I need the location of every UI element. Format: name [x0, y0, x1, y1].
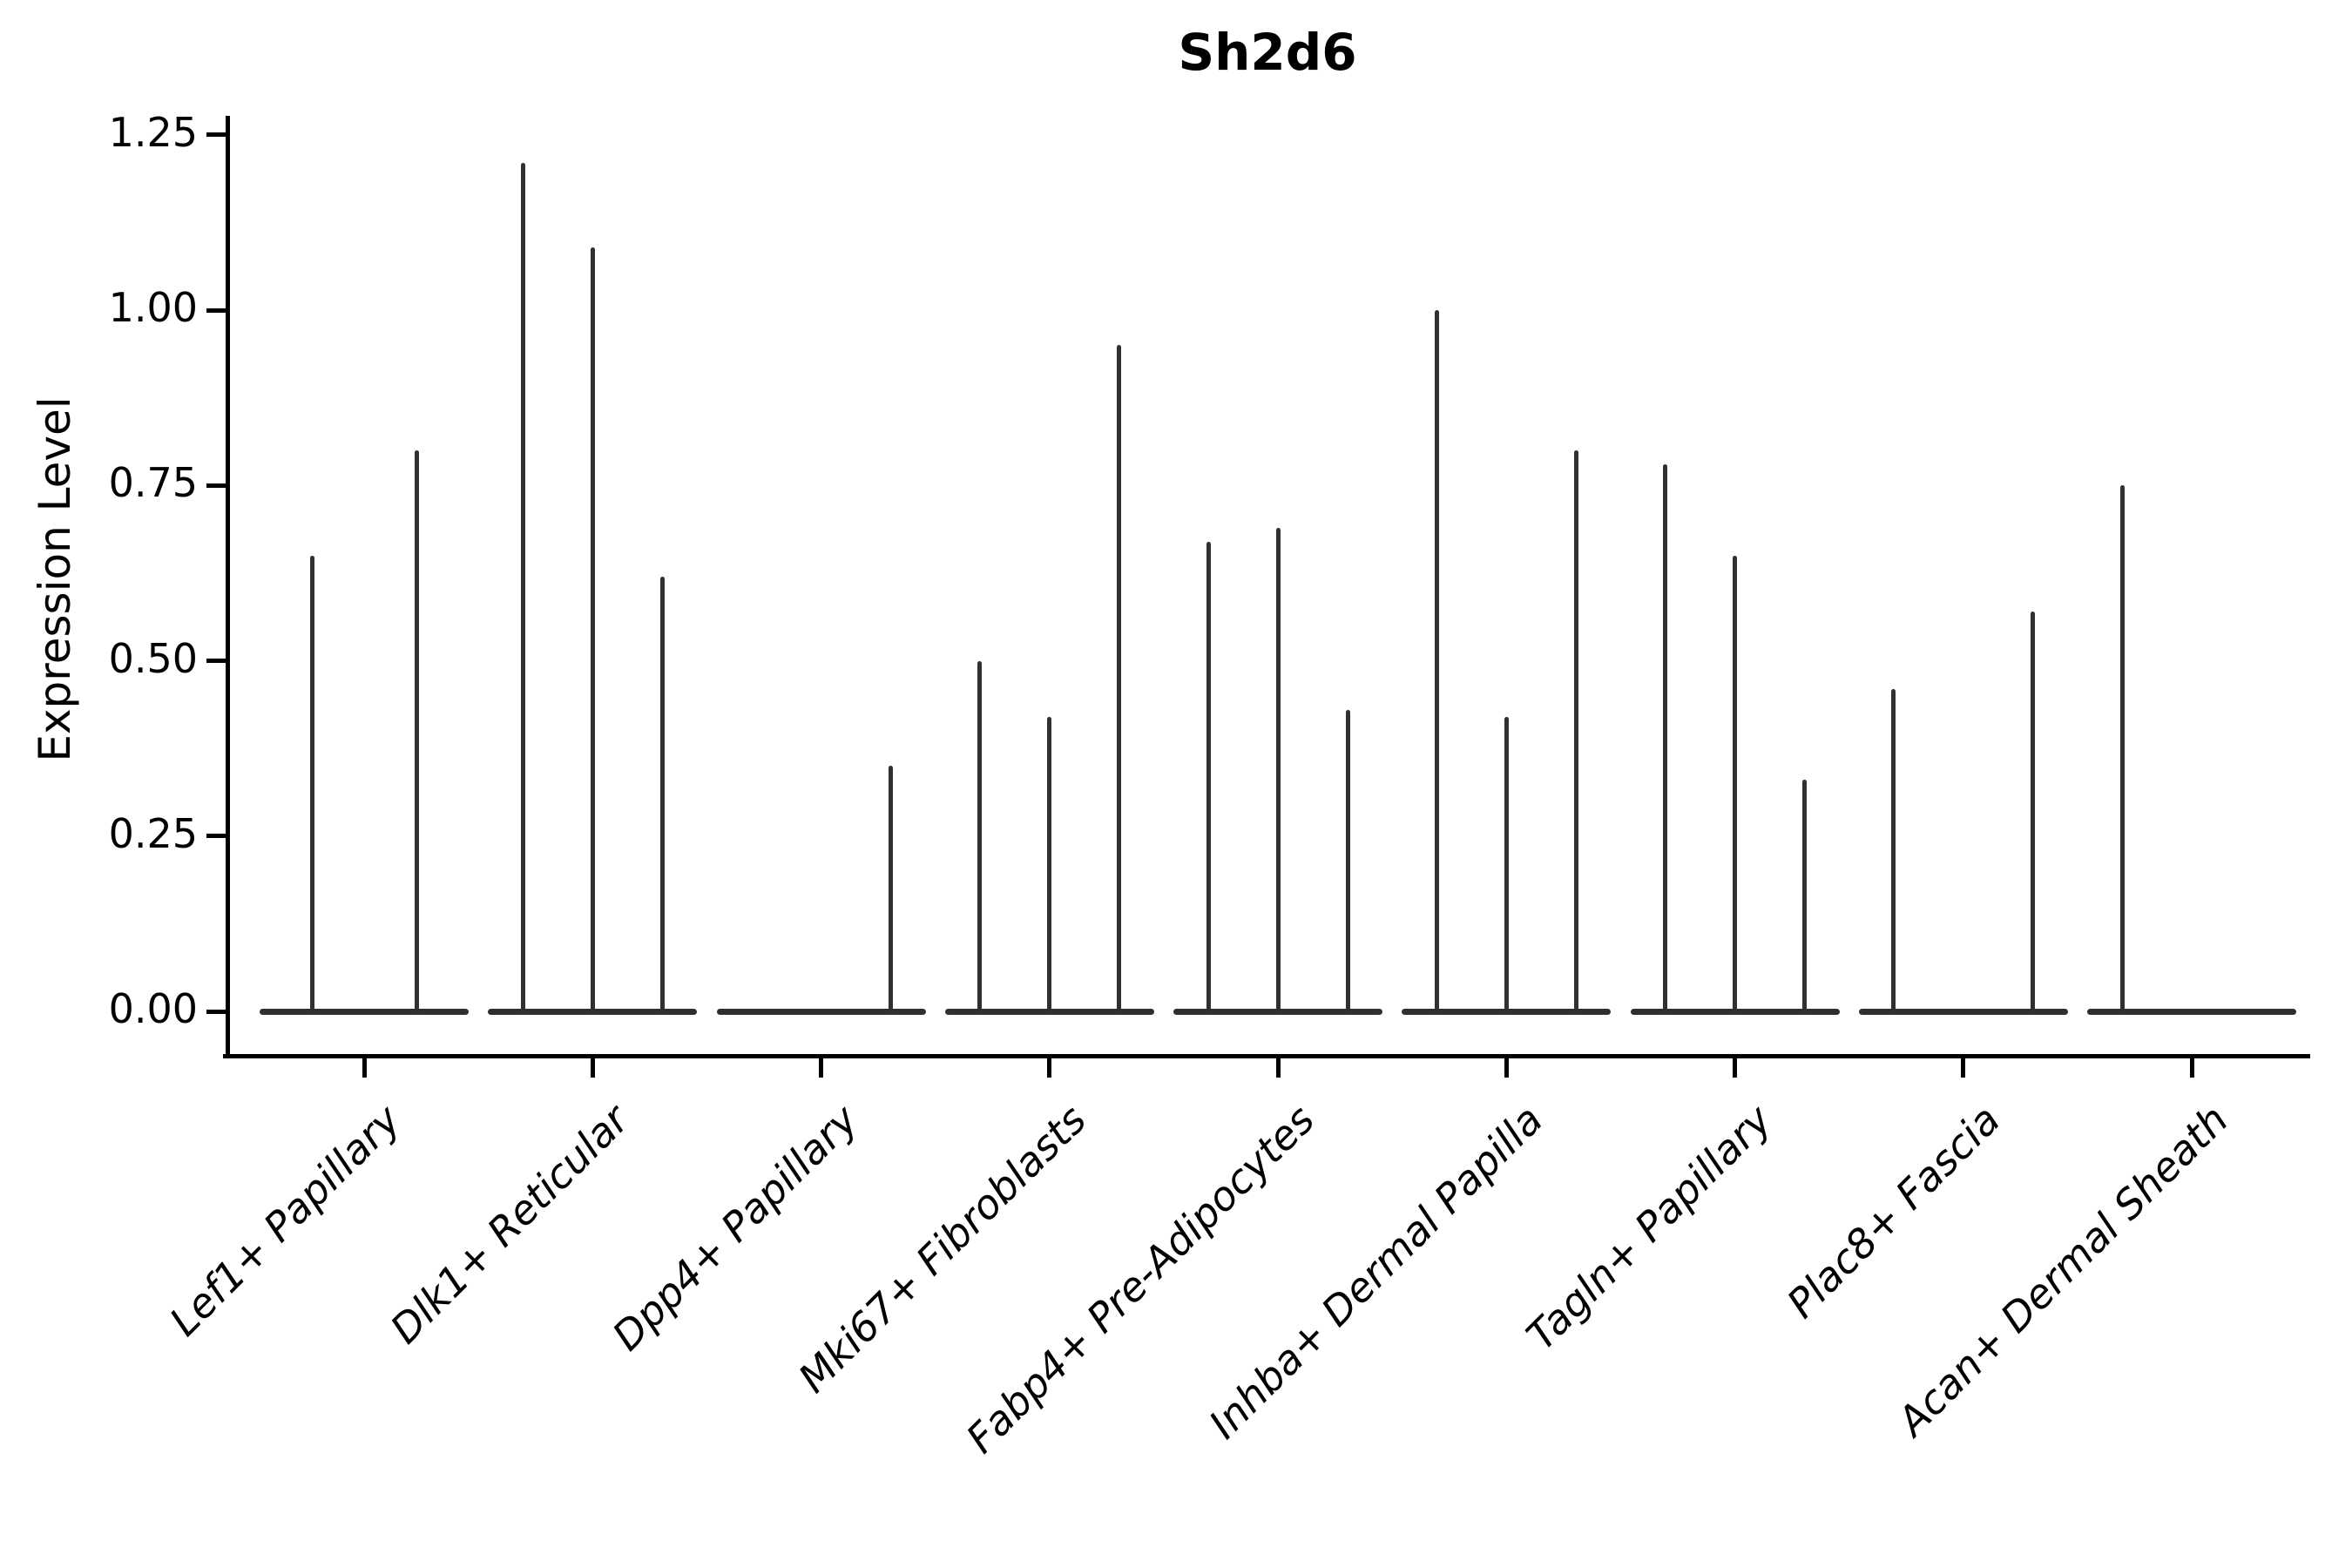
x-tick: [819, 1058, 823, 1078]
y-tick-label: 1.00: [108, 284, 198, 331]
violin-spike: [520, 162, 525, 1014]
violin-spike: [1802, 780, 1807, 1014]
y-tick: [206, 483, 226, 488]
y-axis-label: Expression Level: [30, 396, 80, 762]
violin-spike: [1434, 310, 1439, 1014]
x-tick-label: Dlk1+ Reticular: [381, 1096, 639, 1353]
violin-spike: [1047, 716, 1052, 1014]
bottom-spine: [223, 1054, 2310, 1058]
violin-spike: [1345, 709, 1350, 1014]
x-tick: [1047, 1058, 1052, 1078]
x-tick-label: Plac8+ Fascia: [1777, 1096, 2009, 1328]
chart-title: Sh2d6: [1178, 23, 1357, 82]
violin-spike: [414, 450, 419, 1014]
violin-baseline: [1858, 1008, 2068, 1015]
violin-spike: [1891, 688, 1896, 1014]
violin-spike: [1275, 527, 1281, 1014]
x-tick: [2189, 1058, 2194, 1078]
violin-spike: [1117, 345, 1122, 1014]
y-tick-label: 0.50: [108, 634, 198, 682]
x-tick: [590, 1058, 595, 1078]
y-tick: [206, 1009, 226, 1014]
x-tick: [1275, 1058, 1281, 1078]
y-tick-label: 1.25: [108, 108, 198, 156]
violin-spike: [889, 766, 893, 1014]
violin-baseline: [716, 1008, 926, 1015]
y-tick: [206, 308, 226, 313]
violin-baseline: [2087, 1008, 2296, 1015]
x-tick: [1504, 1058, 1509, 1078]
violin-baseline: [260, 1008, 469, 1015]
violin-spike: [1573, 450, 1578, 1014]
y-tick: [206, 132, 226, 138]
violin-spike: [309, 555, 314, 1014]
violin-spike: [977, 660, 983, 1014]
y-tick: [206, 659, 226, 663]
y-tick-label: 0.25: [108, 809, 198, 857]
y-tick: [206, 834, 226, 839]
violin-spike: [1733, 555, 1737, 1014]
y-tick-label: 0.00: [108, 985, 198, 1032]
violin-spike: [2119, 485, 2125, 1014]
x-tick-label: Dpp4+ Papillary: [603, 1096, 867, 1360]
left-spine: [226, 116, 230, 1058]
violin-spike: [1206, 541, 1211, 1014]
y-tick-label: 0.75: [108, 459, 198, 507]
violin-spike: [659, 576, 665, 1014]
violin-spike: [1504, 716, 1509, 1014]
violin-spike: [590, 247, 595, 1014]
x-tick: [1961, 1058, 1966, 1078]
violin-spike: [2031, 612, 2036, 1014]
x-tick-label: Tagln+ Papillary: [1517, 1096, 1781, 1360]
x-tick-label: Lef1+ Papillary: [160, 1096, 410, 1345]
x-tick: [362, 1058, 367, 1078]
x-tick: [1733, 1058, 1737, 1078]
violin-spike: [1663, 464, 1667, 1014]
